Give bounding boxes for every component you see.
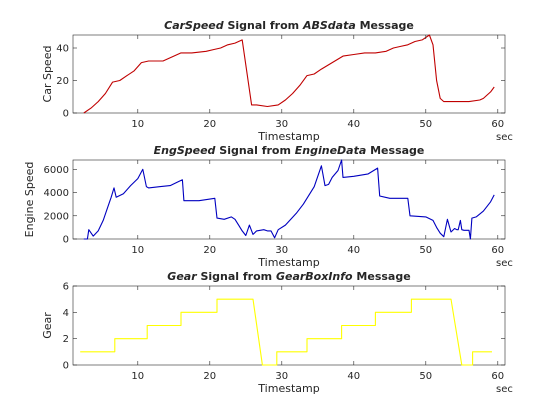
- engspeed-x-tick-label: 10: [131, 245, 144, 256]
- engspeed-title-part: Signal from: [215, 144, 294, 157]
- carspeed-x-tick-label: 30: [275, 119, 288, 130]
- engspeed-title-part: EngineData: [295, 144, 367, 157]
- carspeed-x-tick-label: 60: [491, 119, 504, 130]
- engspeed-y-tick-label: 6000: [44, 165, 69, 176]
- engspeed-x-tick-label: 20: [203, 245, 216, 256]
- gear-x-tick-label: 40: [347, 371, 360, 382]
- engspeed-y-tick-label: 4000: [44, 188, 69, 199]
- engspeed-y-label: Engine Speed: [23, 162, 36, 238]
- engspeed-title-part: EngSpeed: [154, 144, 216, 157]
- gear-plot-frame: [72, 285, 506, 366]
- carspeed-x-tick-label: 10: [131, 119, 144, 130]
- gear-series-line: [80, 298, 492, 366]
- engspeed-x-unit: sec: [496, 258, 513, 269]
- gear-title-part: GearBoxInfo: [276, 270, 353, 283]
- carspeed-x-unit: sec: [496, 132, 513, 143]
- engspeed-title-part: Message: [366, 144, 424, 157]
- carspeed-title-part: CarSpeed: [164, 19, 224, 32]
- engspeed-series-line: [83, 159, 495, 240]
- carspeed-y-tick-label: 0: [63, 109, 69, 120]
- carspeed-x-tick-label: 20: [203, 119, 216, 130]
- gear-title-part: Signal from: [197, 270, 276, 283]
- gear-x-unit: sec: [496, 384, 513, 395]
- carspeed-y-tick-label: 20: [56, 76, 69, 87]
- engspeed-x-tick-label: 60: [491, 245, 504, 256]
- gear-y-tick-label: 2: [63, 334, 69, 345]
- carspeed-series-line: [83, 34, 495, 114]
- engspeed-title: EngSpeed Signal from EngineData Message: [154, 144, 425, 157]
- engspeed-x-tick-label: 30: [275, 245, 288, 256]
- carspeed-x-tick-label: 40: [347, 119, 360, 130]
- carspeed-title-part: Signal from: [224, 19, 303, 32]
- gear-x-tick-label: 10: [131, 371, 144, 382]
- gear-x-tick-label: 20: [203, 371, 216, 382]
- gear-y-tick-label: 4: [63, 308, 69, 319]
- gear-y-tick-label: 6: [63, 282, 69, 293]
- engspeed-x-label: Timestamp: [257, 256, 319, 269]
- carspeed-x-label: Timestamp: [257, 130, 319, 143]
- engspeed-y-tick-label: 2000: [44, 211, 69, 222]
- engspeed-x-tick-label: 40: [347, 245, 360, 256]
- gear-x-tick-label: 60: [491, 371, 504, 382]
- gear-y-label: Gear: [41, 312, 54, 339]
- gear-x-label: Timestamp: [257, 382, 319, 395]
- engspeed-x-tick-label: 50: [419, 245, 432, 256]
- gear-y-tick-label: 0: [63, 361, 69, 372]
- gear-title-part: Message: [353, 270, 411, 283]
- carspeed-title-part: ABSdata: [302, 19, 356, 32]
- engspeed-plot-frame: [72, 159, 506, 240]
- engspeed-y-tick-label: 0: [63, 235, 69, 246]
- carspeed-x-tick-label: 50: [419, 119, 432, 130]
- gear-title: Gear Signal from GearBoxInfo Message: [167, 270, 410, 283]
- gear-title-part: Gear: [167, 270, 197, 283]
- carspeed-chart: 10 20 30 40 50 60 0 20 40 sec Timestamp Car Speed Ca…: [41, 19, 513, 143]
- carspeed-y-tick-label: 40: [56, 44, 69, 55]
- carspeed-y-label: Car Speed: [41, 46, 54, 103]
- carspeed-title: CarSpeed Signal from ABSdata Message: [164, 19, 414, 32]
- gear-x-tick-label: 30: [275, 371, 288, 382]
- engspeed-chart: 10 20 30 40 50 60 0 2000 4000 6000 sec Timestamp Eng…: [23, 144, 513, 269]
- carspeed-plot-frame: [72, 34, 506, 114]
- gear-x-tick-label: 50: [419, 371, 432, 382]
- carspeed-title-part: Message: [356, 19, 414, 32]
